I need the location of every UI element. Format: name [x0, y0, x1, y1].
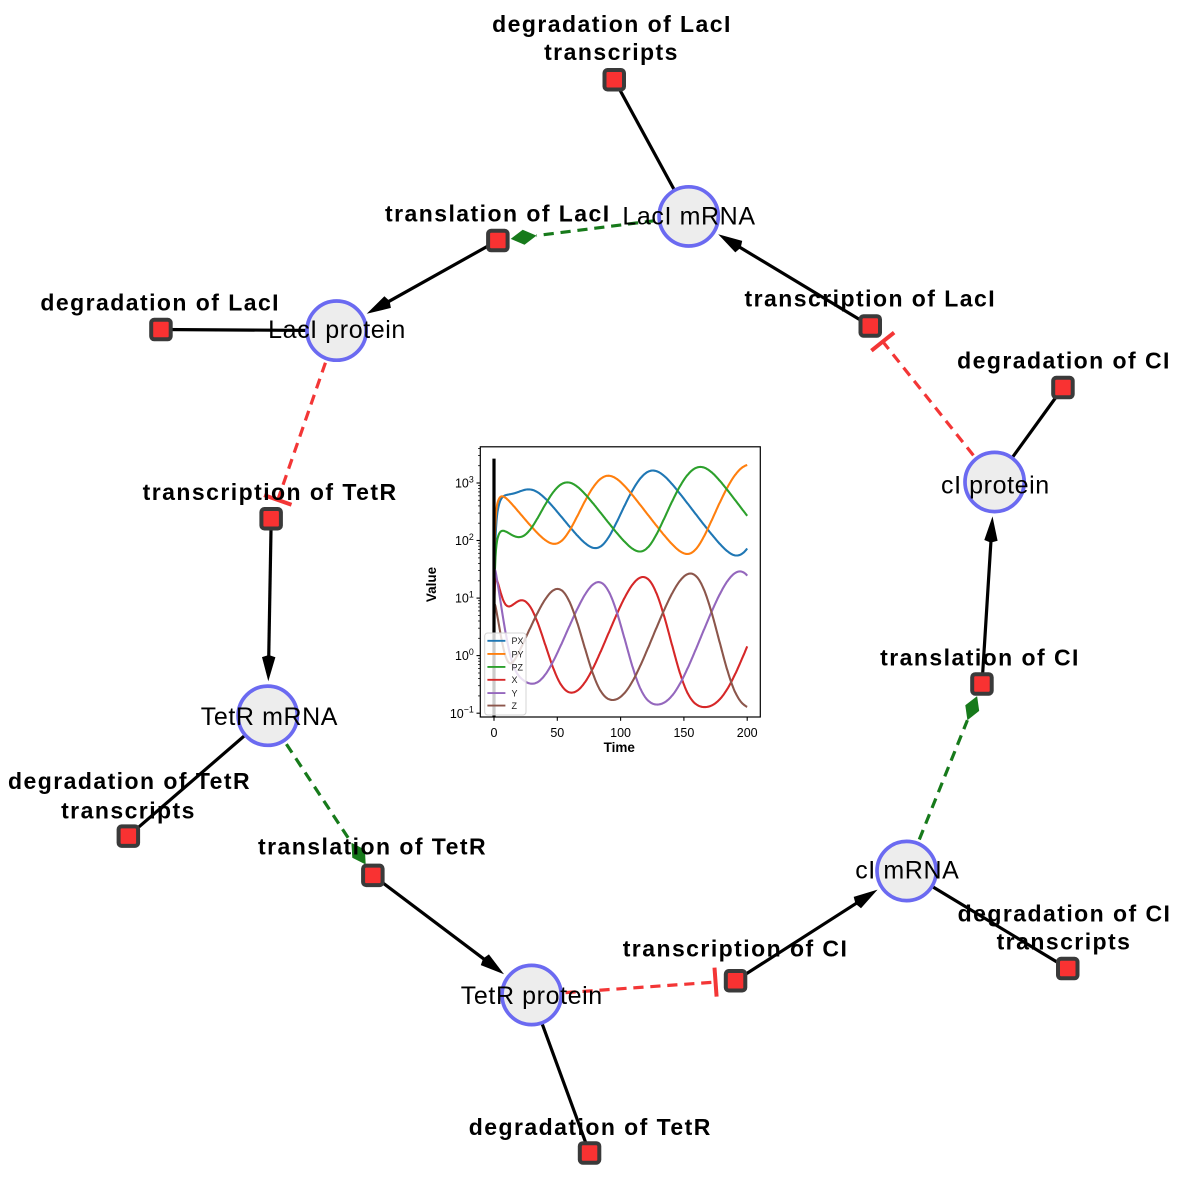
svg-text:transcripts: transcripts	[544, 39, 679, 65]
svg-text:TetR mRNA: TetR mRNA	[201, 703, 338, 731]
svg-text:degradation of CI: degradation of CI	[957, 348, 1171, 374]
svg-text:translation of CI: translation of CI	[880, 645, 1080, 671]
svg-text:200: 200	[737, 726, 758, 740]
svg-text:50: 50	[550, 726, 564, 740]
svg-text:PY: PY	[512, 649, 524, 659]
svg-text:cI mRNA: cI mRNA	[855, 857, 959, 885]
svg-text:10−1: 10−1	[450, 705, 474, 721]
svg-text:0: 0	[491, 726, 498, 740]
svg-text:PZ: PZ	[512, 662, 524, 672]
svg-text:Time: Time	[604, 740, 636, 755]
svg-text:transcripts: transcripts	[61, 797, 196, 823]
svg-text:degradation of CI: degradation of CI	[958, 901, 1172, 927]
svg-text:TetR protein: TetR protein	[461, 982, 603, 1010]
svg-text:LacI protein: LacI protein	[268, 316, 406, 344]
svg-text:102: 102	[455, 532, 474, 548]
svg-text:transcription of CI: transcription of CI	[623, 936, 849, 962]
svg-text:103: 103	[455, 474, 474, 490]
svg-text:degradation of LacI: degradation of LacI	[40, 289, 280, 315]
svg-text:Z: Z	[512, 701, 518, 711]
svg-text:cI protein: cI protein	[941, 471, 1050, 499]
svg-text:X: X	[512, 675, 518, 685]
svg-text:transcription of LacI: transcription of LacI	[745, 286, 997, 312]
svg-text:101: 101	[455, 589, 474, 605]
svg-text:translation of LacI: translation of LacI	[385, 200, 611, 226]
svg-text:100: 100	[455, 647, 474, 663]
svg-text:degradation of TetR: degradation of TetR	[8, 768, 251, 794]
svg-text:transcripts: transcripts	[997, 928, 1132, 954]
svg-text:Y: Y	[512, 689, 518, 699]
svg-text:transcription of TetR: transcription of TetR	[143, 479, 398, 505]
svg-text:PX: PX	[512, 636, 524, 646]
svg-text:150: 150	[673, 726, 694, 740]
svg-text:degradation of LacI: degradation of LacI	[492, 11, 732, 37]
svg-text:translation of TetR: translation of TetR	[258, 834, 487, 860]
svg-text:degradation of TetR: degradation of TetR	[469, 1114, 712, 1140]
svg-text:LacI mRNA: LacI mRNA	[622, 203, 755, 231]
svg-text:100: 100	[610, 726, 631, 740]
svg-text:Value: Value	[424, 566, 439, 602]
